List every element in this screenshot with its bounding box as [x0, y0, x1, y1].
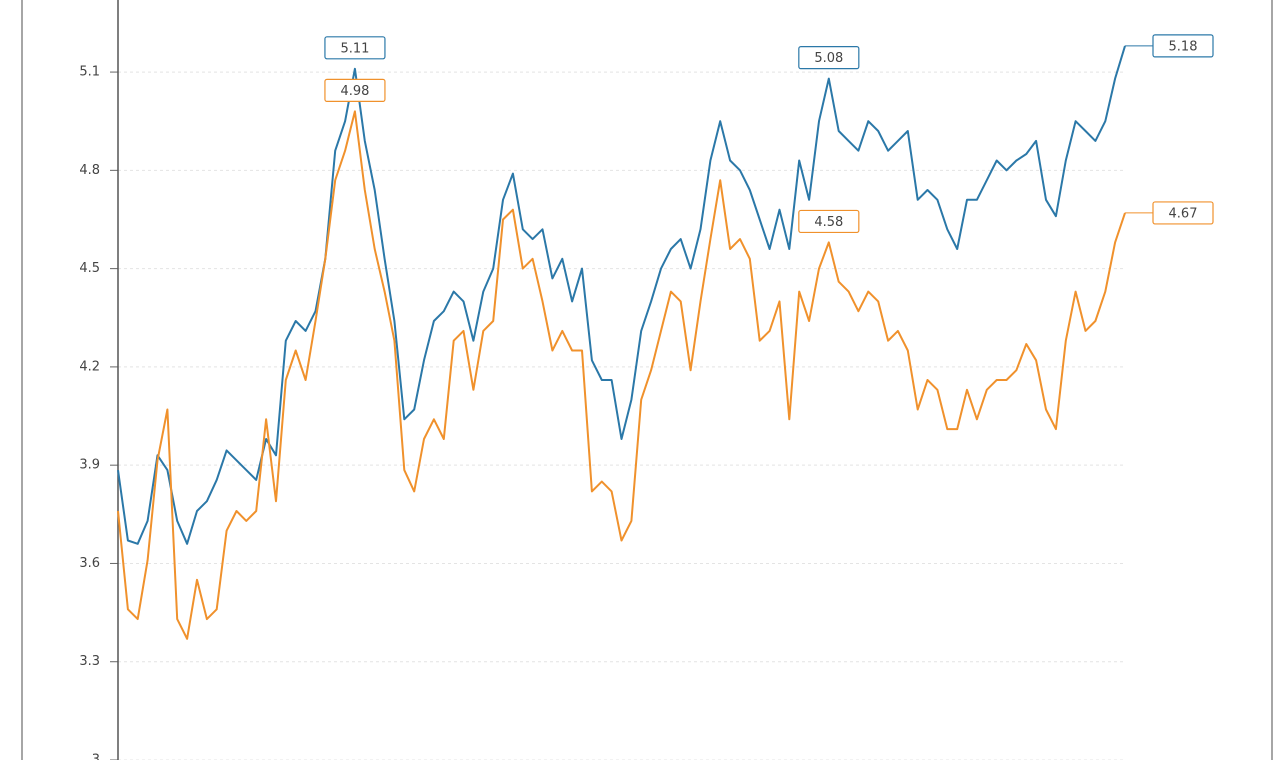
label-box: [1152, 34, 1214, 58]
label-box: [324, 36, 386, 60]
data-label: 4.58: [814, 215, 843, 230]
data-label: 5.08: [814, 51, 843, 66]
frame: [21, 0, 1273, 760]
y-tick-label: 3.3: [79, 654, 100, 669]
y-tick-label: 3.6: [79, 556, 100, 571]
label-box: [798, 209, 860, 234]
data-label: 5.18: [1169, 39, 1198, 54]
series-line: [117, 110, 1126, 640]
y-tick-label: 3.9: [79, 458, 100, 473]
data-label: 4.67: [1169, 206, 1198, 221]
y-tick-label: 5.1: [79, 65, 100, 80]
data-label: 4.98: [340, 84, 369, 99]
y-tick-label: 4.8: [79, 163, 100, 178]
y-tick-label: 3: [92, 753, 100, 760]
label-box: [324, 78, 386, 102]
data-label: 5.11: [340, 41, 369, 56]
y-tick-label: 4.2: [79, 359, 100, 374]
label-box: [1152, 201, 1214, 225]
label-box: [798, 46, 860, 70]
y-tick-label: 4.5: [79, 261, 100, 276]
series-line: [117, 45, 1126, 545]
